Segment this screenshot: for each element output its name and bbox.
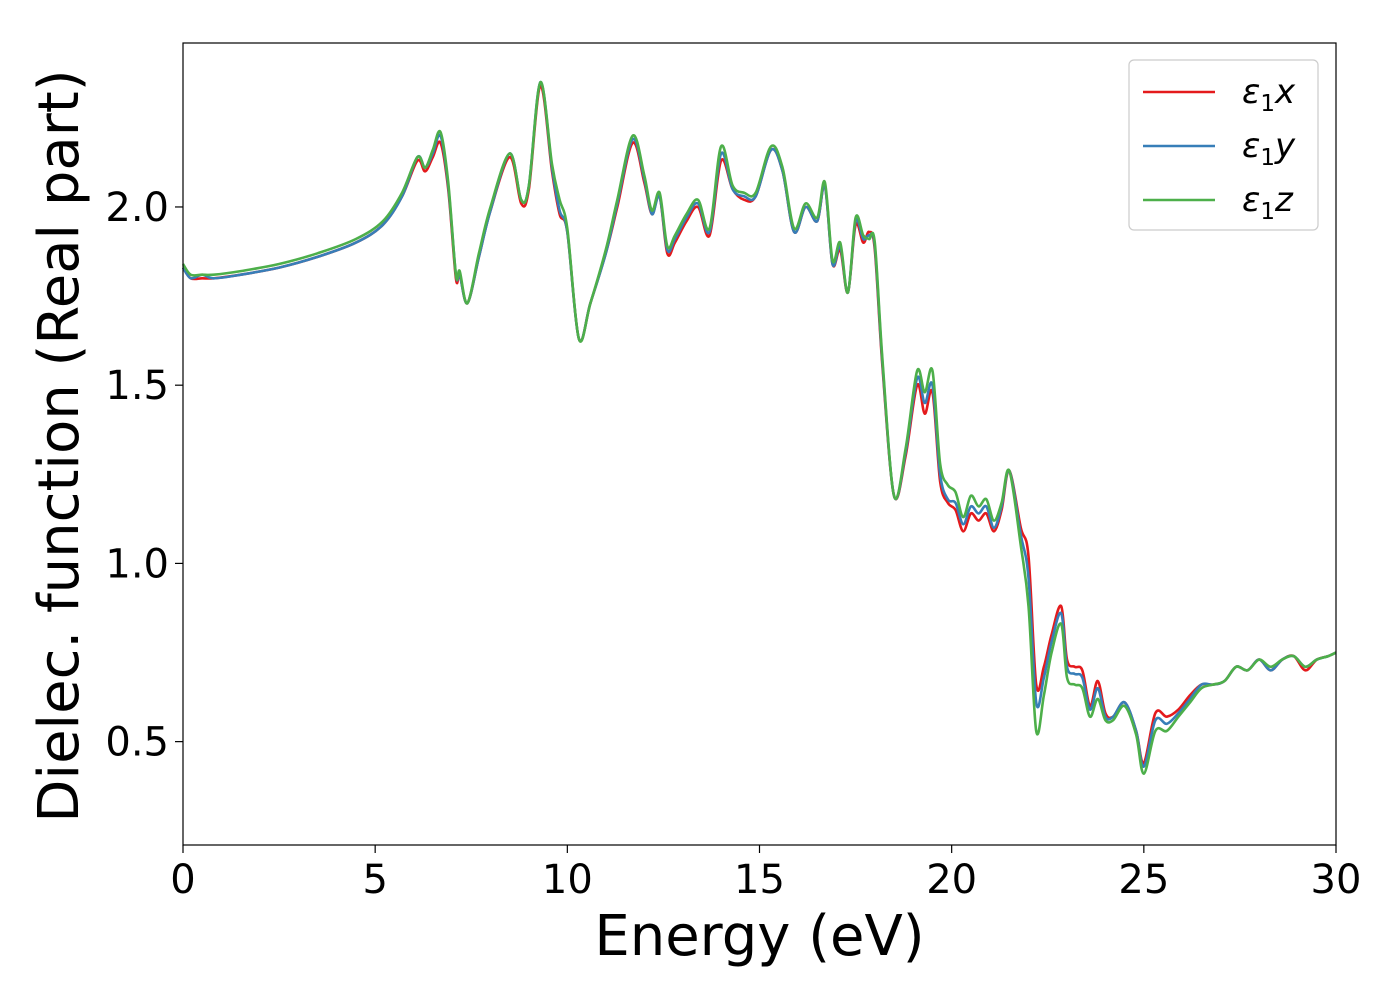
legend-symbol: ε	[1242, 72, 1260, 112]
legend-box	[1128, 59, 1319, 231]
x-tick-label: 30	[1311, 857, 1362, 903]
legend-subscript: 1	[1260, 145, 1275, 171]
x-tick-label: 15	[734, 857, 785, 903]
y-tick-label: 0.5	[105, 720, 169, 766]
y-axis-ticks: 0.5 1.0 1.5 2.0	[105, 185, 183, 766]
legend-symbol: ε	[1242, 126, 1260, 166]
legend-subscript: 1	[1260, 91, 1275, 117]
legend-component: x	[1274, 72, 1296, 112]
legend-symbol: ε	[1242, 180, 1260, 220]
y-axis-label: Dielec. function (Real part)	[27, 69, 92, 822]
series-line-z	[181, 80, 1337, 776]
x-tick-label: 20	[926, 857, 977, 903]
x-tick-label: 10	[542, 857, 593, 903]
x-tick-label: 5	[362, 857, 387, 903]
legend-label-y: ε1y	[1242, 126, 1296, 171]
x-tick-label: 0	[170, 857, 195, 903]
legend-subscript: 1	[1260, 199, 1275, 225]
y-tick-label: 1.5	[105, 363, 169, 409]
y-tick-label: 2.0	[105, 185, 169, 231]
legend-label-x: ε1x	[1242, 72, 1296, 117]
series-layer	[181, 80, 1337, 776]
x-tick-label: 25	[1118, 857, 1169, 903]
legend-component: y	[1274, 126, 1296, 166]
legend-component: z	[1274, 180, 1294, 220]
legend-label-z: ε1z	[1242, 180, 1294, 225]
x-axis-label: Energy (eV)	[594, 904, 924, 969]
x-axis-ticks: 0 5 10 15 20 25 30	[170, 845, 1361, 903]
y-tick-label: 1.0	[105, 541, 169, 587]
